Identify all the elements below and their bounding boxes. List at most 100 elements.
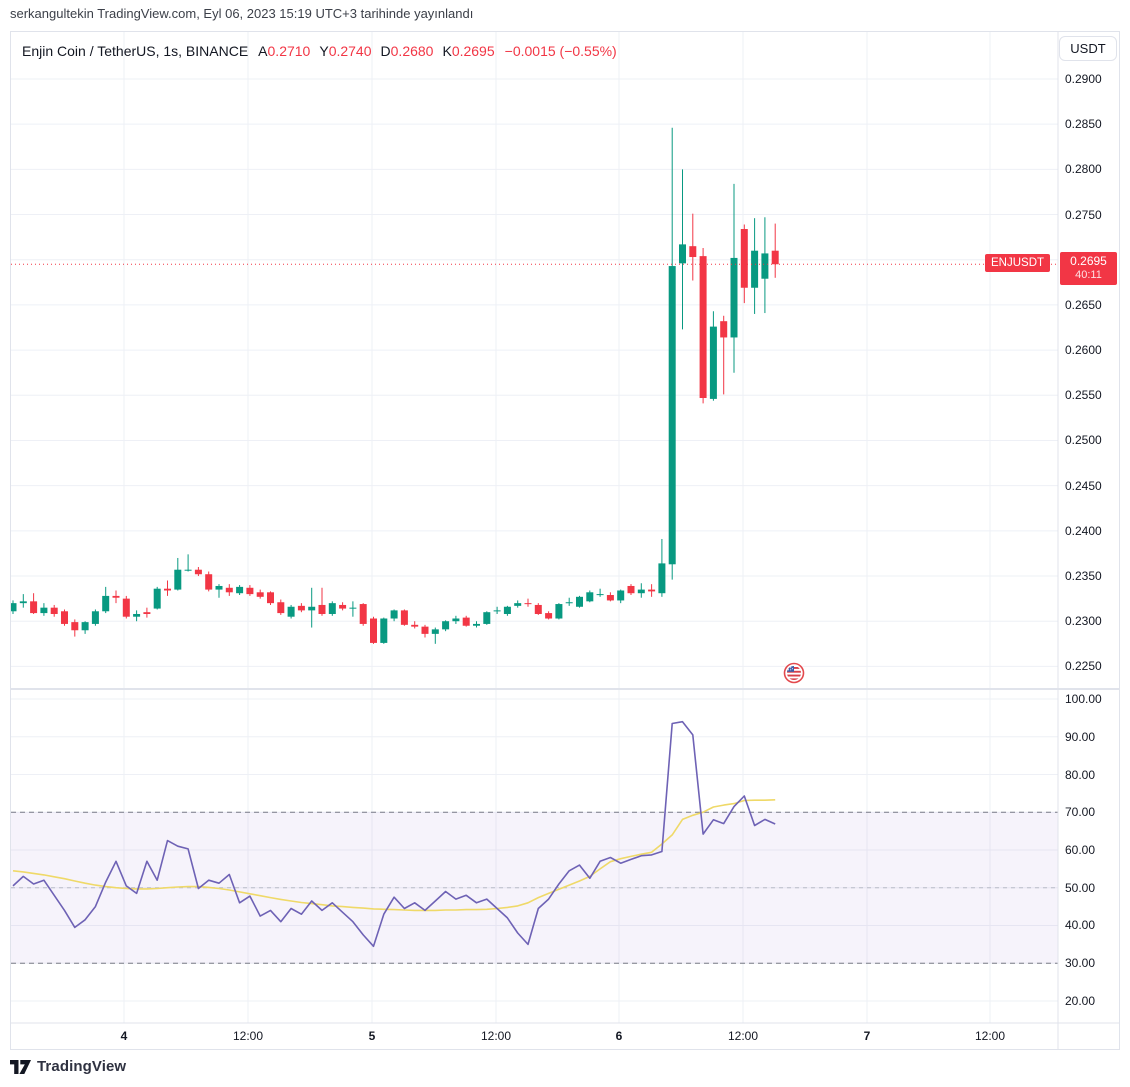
- candle: [40, 603, 48, 616]
- candle: [452, 615, 460, 624]
- candle: [50, 604, 58, 617]
- candle: [390, 609, 398, 622]
- rsi-axis-label: 40.00: [1065, 918, 1096, 933]
- candle: [627, 584, 635, 596]
- candle: [236, 585, 244, 596]
- candle: [586, 590, 594, 603]
- ohlc-open: A0.2710: [258, 43, 311, 59]
- candle: [679, 169, 686, 330]
- candle: [153, 586, 161, 610]
- last-price-badge: 0.2695 40:11: [1060, 252, 1117, 285]
- candle: [473, 621, 480, 628]
- tradingview-wordmark: TradingView: [37, 1058, 127, 1075]
- price-axis-label: 0.2350: [1065, 569, 1102, 584]
- rsi-axis-label: 70.00: [1065, 805, 1096, 820]
- time-axis[interactable]: 4 12:00 5 12:00 6 12:00 7 12:00: [11, 1023, 1058, 1050]
- time-axis-day-label: 6: [615, 1029, 623, 1043]
- candle: [308, 587, 316, 628]
- rsi-band-layer: [11, 811, 1058, 964]
- price-axis-label: 0.2250: [1065, 659, 1102, 674]
- price-axis-label: 0.2500: [1065, 433, 1102, 448]
- rsi-axis-label: 20.00: [1065, 993, 1096, 1008]
- time-axis-day-label: 4: [120, 1029, 128, 1043]
- rsi-ma-line: [12, 799, 776, 912]
- candle: [462, 615, 470, 627]
- price-axis-label: 0.2450: [1065, 478, 1102, 493]
- rsi-axis-label: 50.00: [1065, 880, 1096, 895]
- candle: [596, 588, 604, 597]
- rsi-axis-label: 60.00: [1065, 842, 1096, 857]
- candle: [534, 603, 542, 615]
- candle: [174, 557, 182, 591]
- time-axis-hour-label: 12:00: [974, 1029, 1006, 1043]
- candle: [668, 127, 676, 580]
- candle: [565, 597, 573, 606]
- price-axis[interactable]: 0.29000.28500.28000.27500.27000.26500.26…: [1058, 32, 1120, 1023]
- candle: [689, 213, 697, 281]
- candle: [431, 627, 439, 644]
- price-axis-label: 0.2650: [1065, 297, 1102, 312]
- candle: [112, 590, 120, 604]
- candle: [370, 616, 377, 644]
- candle: [225, 584, 233, 596]
- candle: [751, 218, 759, 314]
- candle: [709, 311, 717, 401]
- rsi-axis-label: 100.00: [1065, 692, 1102, 706]
- price-change: −0.0015 (−0.55%): [504, 43, 617, 59]
- attribution-text: serkangultekin TradingView.com, Eyl 06, …: [10, 6, 474, 21]
- candle: [699, 247, 707, 404]
- candle: [143, 607, 151, 618]
- candle: [122, 595, 130, 619]
- candle: [194, 566, 202, 577]
- candle: [71, 619, 79, 637]
- bar-countdown: 40:11: [1075, 269, 1102, 281]
- candle: [421, 624, 429, 638]
- candle: [246, 585, 254, 596]
- pane-borders: [11, 32, 1119, 1049]
- candle: [720, 315, 728, 395]
- candle: [545, 611, 553, 620]
- candle: [442, 620, 450, 632]
- candle: [30, 593, 38, 614]
- last-price-symbol-tag: ENJUSDT: [985, 254, 1051, 272]
- currency-toggle-button[interactable]: USDT: [1059, 36, 1117, 61]
- rsi-line: [12, 720, 776, 948]
- candle: [297, 603, 305, 613]
- candle: [102, 586, 110, 614]
- candles-layer: [11, 127, 779, 644]
- candle: [730, 183, 738, 373]
- candle: [503, 605, 511, 616]
- candle: [606, 592, 614, 602]
- rsi-lines-layer: [12, 720, 776, 948]
- candle: [164, 580, 171, 596]
- candle: [287, 604, 295, 619]
- candle: [61, 609, 68, 626]
- candle: [349, 601, 357, 617]
- price-axis-label: 0.2550: [1065, 388, 1102, 403]
- time-axis-hour-label: 12:00: [232, 1029, 264, 1043]
- rsi-axis-label: 30.00: [1065, 956, 1096, 971]
- candle: [277, 599, 285, 615]
- chart-widget: Enjin Coin / TetherUS, 1s, BINANCE A0.27…: [10, 31, 1120, 1050]
- price-axis-label: 0.2300: [1065, 614, 1102, 629]
- candle: [11, 600, 17, 614]
- candle: [576, 595, 583, 608]
- candle: [771, 223, 779, 278]
- symbol-legend: Enjin Coin / TetherUS, 1s, BINANCE A0.27…: [22, 43, 617, 59]
- candle: [205, 571, 213, 592]
- rsi-axis-label: 90.00: [1065, 729, 1096, 744]
- candle: [514, 600, 522, 608]
- chart-canvas[interactable]: [11, 32, 1119, 1049]
- candle: [133, 610, 141, 622]
- ohlc-high: Y0.2740: [319, 43, 372, 59]
- candle: [91, 609, 99, 626]
- candle: [493, 606, 501, 614]
- candle: [637, 583, 645, 598]
- rsi-axis-label: 80.00: [1065, 767, 1096, 782]
- ohlc-close: K0.2695: [442, 43, 495, 59]
- candle: [318, 587, 326, 616]
- candle: [658, 538, 666, 597]
- candle: [267, 591, 274, 605]
- candle: [328, 601, 336, 616]
- time-axis-hour-label: 12:00: [480, 1029, 512, 1043]
